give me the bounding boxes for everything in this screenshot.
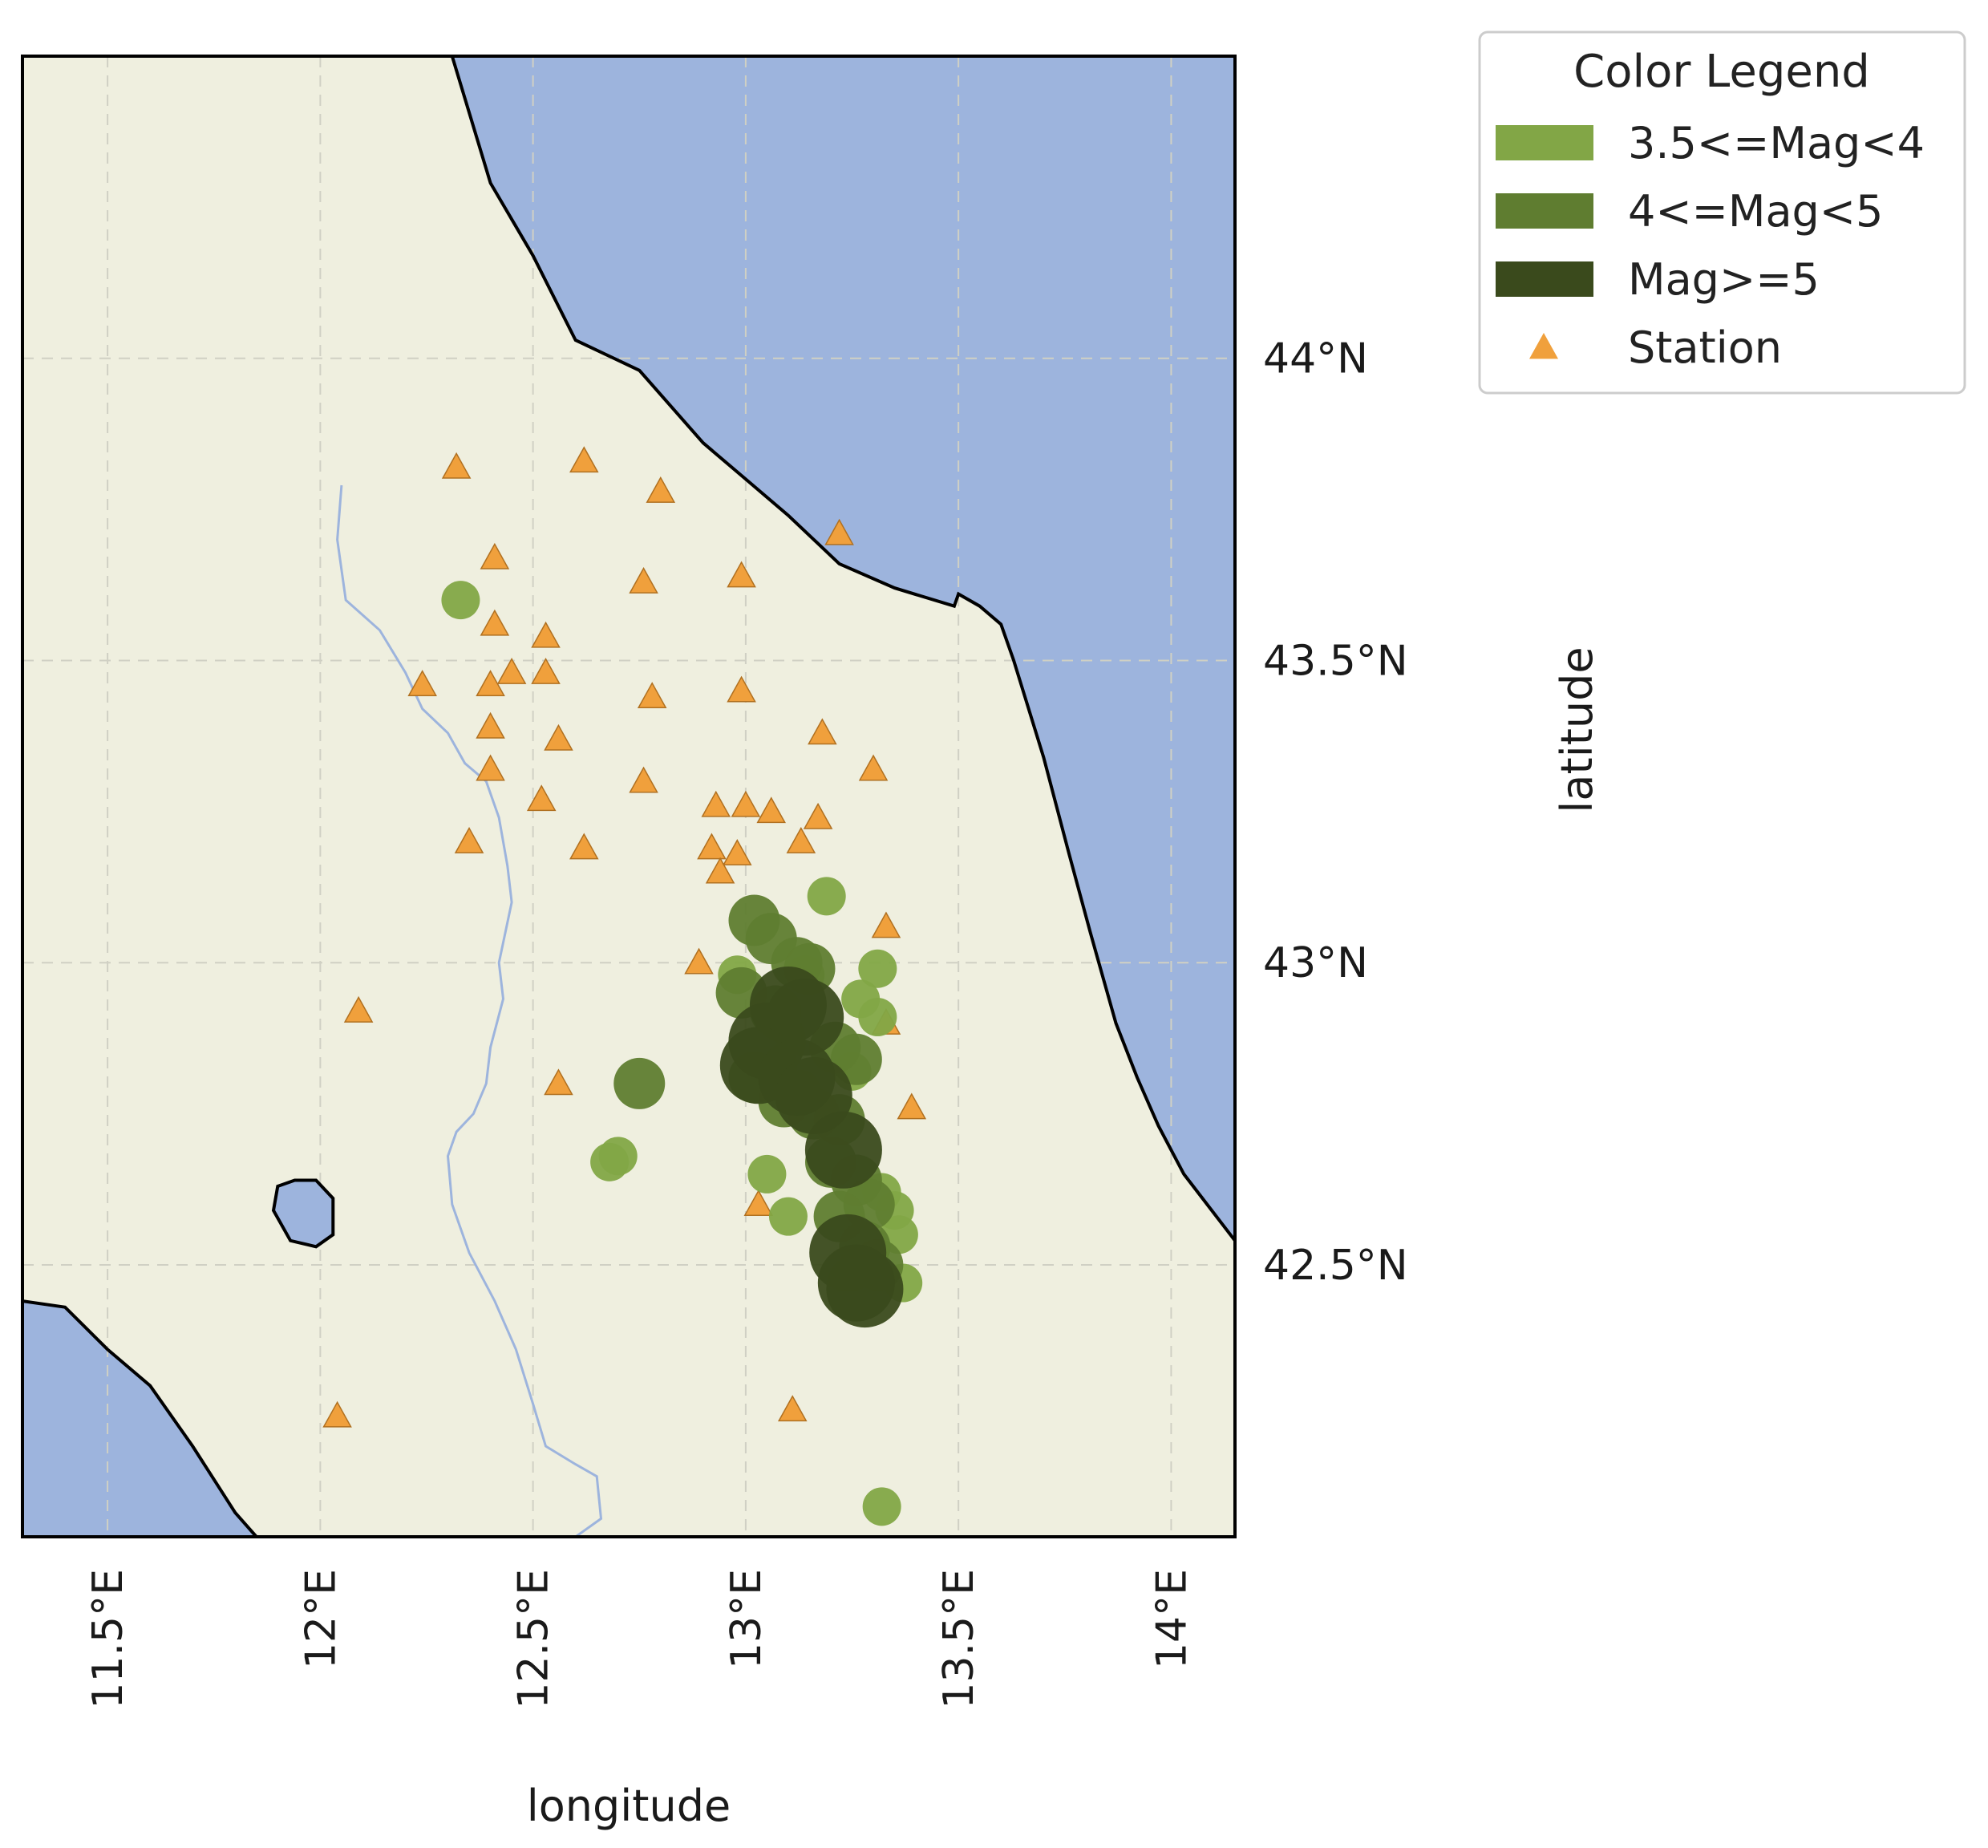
station-marker xyxy=(808,718,837,745)
legend-entry: 4<=Mag<5 xyxy=(1496,186,1883,237)
coastline-northeast xyxy=(450,56,1235,1242)
legend-label: Station xyxy=(1628,322,1782,373)
event-marker-low xyxy=(747,1154,787,1194)
station-marker xyxy=(871,911,901,938)
legend-label: 3.5<=Mag<4 xyxy=(1628,118,1925,168)
station-marker xyxy=(777,1395,808,1422)
event-marker-low xyxy=(807,877,846,916)
station-marker xyxy=(786,826,816,853)
station-marker xyxy=(803,802,833,829)
station-marker xyxy=(454,826,484,853)
event-marker-high xyxy=(804,1111,882,1189)
x-axis-label: longitude xyxy=(527,1781,731,1831)
tyrrhenian-sea xyxy=(22,1301,257,1537)
event-marker-low xyxy=(768,1197,808,1236)
station-marker xyxy=(629,766,658,793)
legend-entry: Mag>=5 xyxy=(1496,254,1820,305)
station-marker xyxy=(897,1092,927,1120)
legend-title: Color Legend xyxy=(1573,46,1870,98)
station-marker xyxy=(756,796,787,824)
map-area[interactable] xyxy=(6,40,1251,1553)
event-marker-low xyxy=(598,1137,638,1176)
station-markers xyxy=(322,446,927,1428)
station-marker xyxy=(684,947,714,975)
legend-swatch xyxy=(1496,193,1593,229)
station-marker xyxy=(322,1400,352,1428)
station-marker xyxy=(569,446,599,473)
station-marker xyxy=(441,452,472,479)
x-tick-label: 12.5°E xyxy=(510,1569,558,1709)
station-marker xyxy=(723,839,752,865)
earthquake-events xyxy=(441,581,923,1526)
station-marker xyxy=(544,1068,573,1096)
event-marker-low xyxy=(858,949,897,988)
station-marker xyxy=(731,790,761,817)
station-marker xyxy=(476,670,505,696)
station-marker xyxy=(407,670,437,696)
legend-swatch-station xyxy=(1529,333,1558,359)
station-marker xyxy=(705,857,735,884)
legend-swatch xyxy=(1496,125,1593,160)
station-marker xyxy=(476,754,505,781)
x-tick-label: 12°E xyxy=(297,1569,345,1669)
legend-label: 4<=Mag<5 xyxy=(1628,186,1883,237)
station-marker xyxy=(727,675,756,703)
station-marker xyxy=(531,621,561,648)
tiber-river xyxy=(336,484,603,1537)
legend-entry: 3.5<=Mag<4 xyxy=(1496,118,1925,168)
legend: Color Legend 3.5<=Mag<4 4<=Mag<5 Mag>=5 Sta… xyxy=(1478,30,1966,395)
map-frame xyxy=(21,55,1237,1538)
event-marker-high xyxy=(817,1244,895,1322)
adriatic-sea xyxy=(451,56,1235,1241)
y-tick-label: 42.5°N xyxy=(1263,1242,1408,1290)
legend-box xyxy=(1478,30,1966,395)
station-marker xyxy=(743,1189,774,1216)
legend-entries: 3.5<=Mag<4 4<=Mag<5 Mag>=5 Station xyxy=(1496,118,1925,373)
event-marker-mid xyxy=(613,1057,666,1109)
station-marker xyxy=(496,657,527,684)
station-marker xyxy=(569,833,599,860)
station-marker xyxy=(480,609,510,636)
y-tick-label: 43°N xyxy=(1263,939,1368,987)
station-marker xyxy=(637,682,667,709)
x-tick-labels: 11.5°E 12°E 12.5°E 13°E 13.5°E 14°E xyxy=(84,1569,1196,1709)
station-marker xyxy=(343,995,374,1023)
legend-entry: Station xyxy=(1529,322,1782,373)
map-gridlines xyxy=(22,56,1235,1537)
x-tick-label: 14°E xyxy=(1148,1569,1196,1669)
station-marker xyxy=(476,711,505,739)
event-marker-low xyxy=(841,979,881,1019)
station-marker xyxy=(544,723,573,751)
station-marker xyxy=(824,518,854,545)
station-marker xyxy=(697,833,727,860)
y-tick-label: 44°N xyxy=(1263,335,1368,383)
y-tick-labels: 42.5°N 43°N 43.5°N 44°N xyxy=(1263,335,1408,1290)
lake-bolsena xyxy=(271,1178,335,1249)
event-marker-low xyxy=(441,581,480,620)
station-marker xyxy=(727,561,756,588)
station-marker xyxy=(531,657,561,684)
station-marker xyxy=(629,566,658,594)
coastline-southwest xyxy=(22,1299,258,1537)
station-marker xyxy=(646,476,676,503)
station-marker xyxy=(526,784,557,812)
legend-label: Mag>=5 xyxy=(1628,254,1820,305)
legend-swatch xyxy=(1496,261,1593,297)
y-axis-label: latitude xyxy=(1552,646,1602,813)
station-marker xyxy=(480,542,510,569)
y-tick-label: 43.5°N xyxy=(1263,637,1408,685)
x-tick-label: 13°E xyxy=(723,1569,771,1669)
event-marker-low xyxy=(862,1487,901,1526)
x-tick-label: 13.5°E xyxy=(935,1569,983,1709)
station-marker xyxy=(701,790,731,817)
x-tick-label: 11.5°E xyxy=(84,1569,132,1709)
station-marker xyxy=(858,754,889,781)
